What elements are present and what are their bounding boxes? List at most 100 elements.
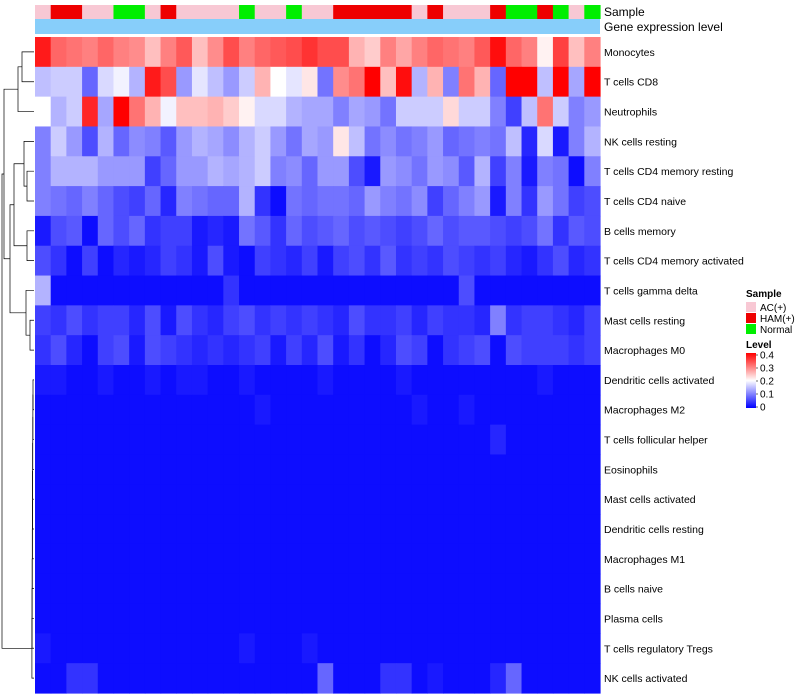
heatmap-cell [113, 424, 130, 456]
heatmap-cell [458, 66, 476, 98]
heatmap-cell [568, 37, 585, 68]
heatmap-cell [317, 484, 334, 515]
heatmap-cell [97, 543, 115, 575]
heatmap-cell [239, 156, 256, 187]
heatmap-cell [395, 66, 413, 98]
heatmap-cell [207, 514, 224, 545]
heatmap-cell [348, 484, 366, 515]
row-label: T cells follicular helper [604, 435, 708, 447]
heatmap-cell [317, 245, 334, 277]
heatmap-cell [505, 186, 523, 217]
heatmap-cell [301, 484, 319, 515]
heatmap-cell [333, 394, 350, 426]
heatmap-cell [568, 663, 585, 694]
heatmap-cell [458, 215, 476, 247]
heatmap-cell [239, 484, 256, 515]
heatmap-cell [160, 96, 177, 128]
heatmap-cell [176, 514, 193, 545]
heatmap-cell [427, 663, 444, 694]
heatmap-cell [160, 394, 177, 426]
heatmap-cell [176, 603, 193, 634]
heatmap-cell [443, 663, 460, 694]
heatmap-cell [270, 305, 287, 336]
heatmap-cell [35, 335, 52, 366]
heatmap-cell [427, 275, 444, 306]
heatmap-cell [254, 424, 272, 456]
heatmap-cell [66, 275, 83, 306]
heatmap-cell [333, 96, 350, 128]
heatmap-cell [521, 245, 538, 277]
heatmap-cell [537, 215, 554, 247]
heatmap-cell [474, 275, 491, 306]
heatmap-cell [380, 454, 397, 485]
heatmap-cell [568, 573, 585, 605]
heatmap-cell [97, 603, 115, 634]
heatmap-cell [82, 335, 99, 366]
heatmap-cell [505, 484, 523, 515]
heatmap-cell [411, 663, 428, 694]
heatmap-cell [223, 454, 240, 485]
heatmap-cell [521, 215, 538, 247]
heatmap-cell [35, 573, 52, 605]
heatmap-cell [317, 126, 334, 157]
heatmap-cell [35, 663, 52, 694]
heatmap-cell [364, 37, 381, 68]
heatmap-cell [286, 305, 303, 336]
heatmap-cell [82, 37, 99, 68]
heatmap-cell [474, 663, 491, 694]
heatmap-cell [537, 126, 554, 157]
heatmap-cell [97, 394, 115, 426]
heatmap-cell [223, 245, 240, 277]
heatmap-cell [176, 484, 193, 515]
heatmap-cell [239, 66, 256, 98]
heatmap-cell [458, 275, 476, 306]
heatmap-cell [380, 96, 397, 128]
heatmap-cell [207, 454, 224, 485]
heatmap-cell [333, 186, 350, 217]
heatmap-cell [584, 305, 601, 336]
heatmap-cell [333, 454, 350, 485]
heatmap-cell [427, 335, 444, 366]
heatmap-cell [35, 603, 52, 634]
heatmap-cell [443, 215, 460, 247]
heatmap-cell [490, 633, 507, 664]
heatmap-cell [223, 514, 240, 545]
heatmap-cell [113, 663, 130, 694]
row-label: Neutrophils [604, 107, 657, 119]
heatmap-cell [411, 275, 428, 306]
heatmap-cell [144, 394, 162, 426]
sample-annotation-cell [113, 5, 130, 19]
heatmap-cell [239, 305, 256, 336]
heatmap-cell [35, 424, 52, 456]
heatmap-cell [66, 215, 83, 247]
heatmap-cell [82, 186, 99, 217]
heatmap-cell [129, 454, 146, 485]
heatmap-cell [82, 454, 99, 485]
sample-annotation-cell [66, 5, 83, 19]
heatmap-cell [270, 394, 287, 426]
sample-annotation-cell [395, 5, 413, 19]
heatmap-cell [490, 37, 507, 68]
heatmap-cell [348, 543, 366, 575]
heatmap-cell [552, 543, 570, 575]
heatmap-cell [395, 573, 413, 605]
heatmap-cell [176, 126, 193, 157]
heatmap-cell [254, 514, 272, 545]
heatmap-cell [317, 66, 334, 98]
heatmap-cell [50, 633, 67, 664]
sample-annotation-cell [254, 5, 272, 19]
heatmap-cell [160, 245, 177, 277]
heatmap-cell [82, 365, 99, 396]
heatmap-cell [223, 215, 240, 247]
heatmap-cell [35, 66, 52, 98]
heatmap-cell [411, 66, 428, 98]
heatmap-cell [568, 365, 585, 396]
heatmap-cell [474, 514, 491, 545]
heatmap-cell [160, 37, 177, 68]
heatmap-cell [443, 514, 460, 545]
heatmap-cell [50, 514, 67, 545]
heatmap-cell [505, 365, 523, 396]
heatmap-cell [160, 633, 177, 664]
heatmap-cell [223, 275, 240, 306]
heatmap-cell [317, 454, 334, 485]
